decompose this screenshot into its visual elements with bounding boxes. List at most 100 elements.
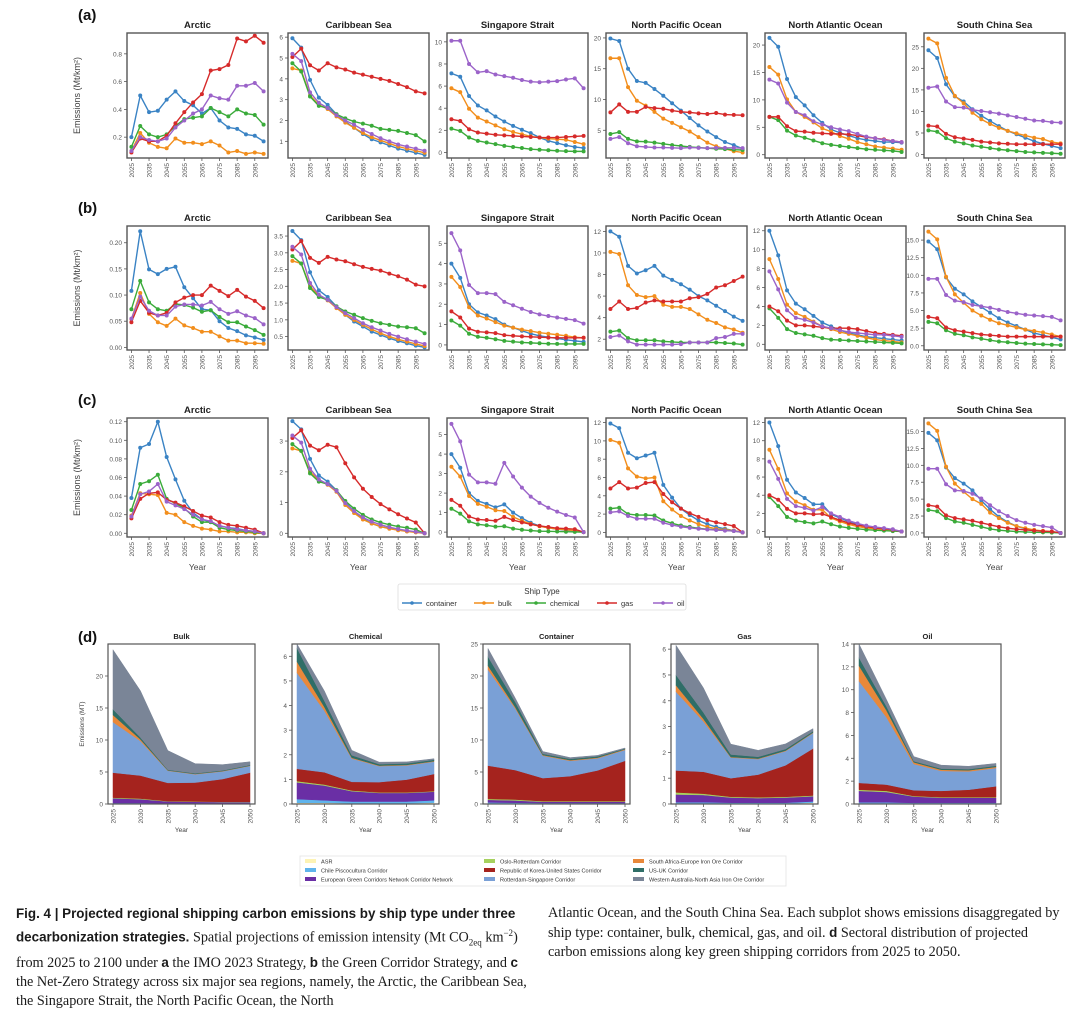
data-point-chemical — [926, 320, 930, 324]
data-point-oil — [741, 146, 745, 150]
data-point-chemical — [847, 339, 851, 343]
data-point-gas — [1050, 530, 1054, 534]
data-point-gas — [829, 515, 833, 519]
data-point-bulk — [617, 252, 621, 256]
data-point-oil — [891, 527, 895, 531]
data-point-container — [564, 143, 568, 147]
data-point-gas — [1006, 142, 1010, 146]
data-point-oil — [997, 112, 1001, 116]
y-tick-label: 5 — [279, 56, 283, 63]
data-point-bulk — [705, 141, 709, 145]
data-point-gas — [352, 262, 356, 266]
data-point-gas — [1015, 335, 1019, 339]
data-point-gas — [209, 284, 213, 288]
data-point-gas — [970, 331, 974, 335]
x-tick-label: 2045 — [325, 163, 332, 178]
data-point-bulk — [1015, 131, 1019, 135]
data-point-gas — [705, 112, 709, 116]
data-point-gas — [1050, 142, 1054, 146]
data-point-bulk — [732, 328, 736, 332]
x-tick-label: 2045 — [164, 542, 171, 557]
x-tick-label: 2095 — [890, 542, 897, 557]
data-point-bulk — [856, 140, 860, 144]
data-point-gas — [953, 135, 957, 139]
x-tick-label: 2030 — [322, 809, 329, 824]
y-tick-label: 1 — [279, 500, 283, 507]
data-point-oil — [423, 342, 427, 346]
data-point-chemical — [147, 300, 151, 304]
x-tick-label: 2095 — [731, 163, 738, 178]
y-tick-label: 3 — [279, 97, 283, 104]
data-point-oil — [1059, 318, 1063, 322]
x-tick-label: 2025 — [767, 355, 774, 370]
x-tick-label: 2075 — [1014, 163, 1021, 178]
data-point-oil — [962, 106, 966, 110]
data-point-container — [811, 113, 815, 117]
x-tick-label: 2085 — [555, 163, 562, 178]
x-tick-label: 2045 — [484, 542, 491, 557]
y-tick-label: 10 — [594, 250, 602, 257]
data-point-gas — [811, 131, 815, 135]
data-point-container — [156, 109, 160, 113]
data-point-gas — [1023, 528, 1027, 532]
data-point-bulk — [794, 500, 798, 504]
x-tick-label: 2025 — [290, 163, 297, 178]
data-point-bulk — [644, 295, 648, 299]
data-point-gas — [803, 323, 807, 327]
data-point-chemical — [944, 136, 948, 140]
data-point-gas — [191, 509, 195, 513]
data-point-oil — [290, 434, 294, 438]
y-tick-label: 15 — [594, 66, 602, 73]
y-tick-label: 1 — [662, 776, 666, 783]
data-point-oil — [873, 333, 877, 337]
data-point-oil — [670, 343, 674, 347]
data-point-chemical — [723, 341, 727, 345]
data-point-chemical — [803, 332, 807, 336]
data-point-gas — [1015, 142, 1019, 146]
x-tick-label: 2055 — [343, 355, 350, 370]
data-point-oil — [387, 525, 391, 529]
data-point-gas — [173, 300, 177, 304]
y-tick-label: 2 — [756, 511, 760, 518]
x-tick-label: 2035 — [308, 355, 315, 370]
data-point-bulk — [688, 307, 692, 311]
data-point-bulk — [776, 277, 780, 281]
data-point-bulk — [253, 150, 257, 154]
legend-swatch — [305, 868, 316, 872]
data-point-oil — [926, 277, 930, 281]
data-point-container — [147, 442, 151, 446]
data-point-gas — [564, 336, 568, 340]
x-tick-label: 2025 — [608, 163, 615, 178]
data-point-gas — [191, 293, 195, 297]
data-point-gas — [626, 307, 630, 311]
data-point-gas — [582, 134, 586, 138]
x-tick-label: 2045 — [783, 809, 790, 824]
y-tick-label: 3 — [283, 728, 287, 735]
data-point-bulk — [697, 135, 701, 139]
data-point-bulk — [156, 145, 160, 149]
data-point-oil — [988, 110, 992, 114]
data-point-chemical — [226, 320, 230, 324]
data-point-bulk — [253, 341, 257, 345]
data-point-gas — [262, 41, 266, 45]
data-point-chemical — [209, 308, 213, 312]
data-point-gas — [847, 326, 851, 330]
data-point-chemical — [449, 127, 453, 131]
data-point-oil — [847, 129, 851, 133]
x-tick-label: 2075 — [217, 542, 224, 557]
data-point-oil — [209, 300, 213, 304]
data-point-bulk — [670, 121, 674, 125]
data-point-oil — [970, 303, 974, 307]
legend-label: ASR — [321, 860, 333, 866]
data-point-oil — [370, 325, 374, 329]
data-point-container — [705, 130, 709, 134]
data-point-gas — [926, 124, 930, 128]
data-point-bulk — [644, 476, 648, 480]
data-point-chemical — [794, 331, 798, 335]
data-point-oil — [1023, 313, 1027, 317]
data-point-gas — [838, 132, 842, 136]
data-point-oil — [226, 98, 230, 102]
data-point-chemical — [1032, 150, 1036, 154]
